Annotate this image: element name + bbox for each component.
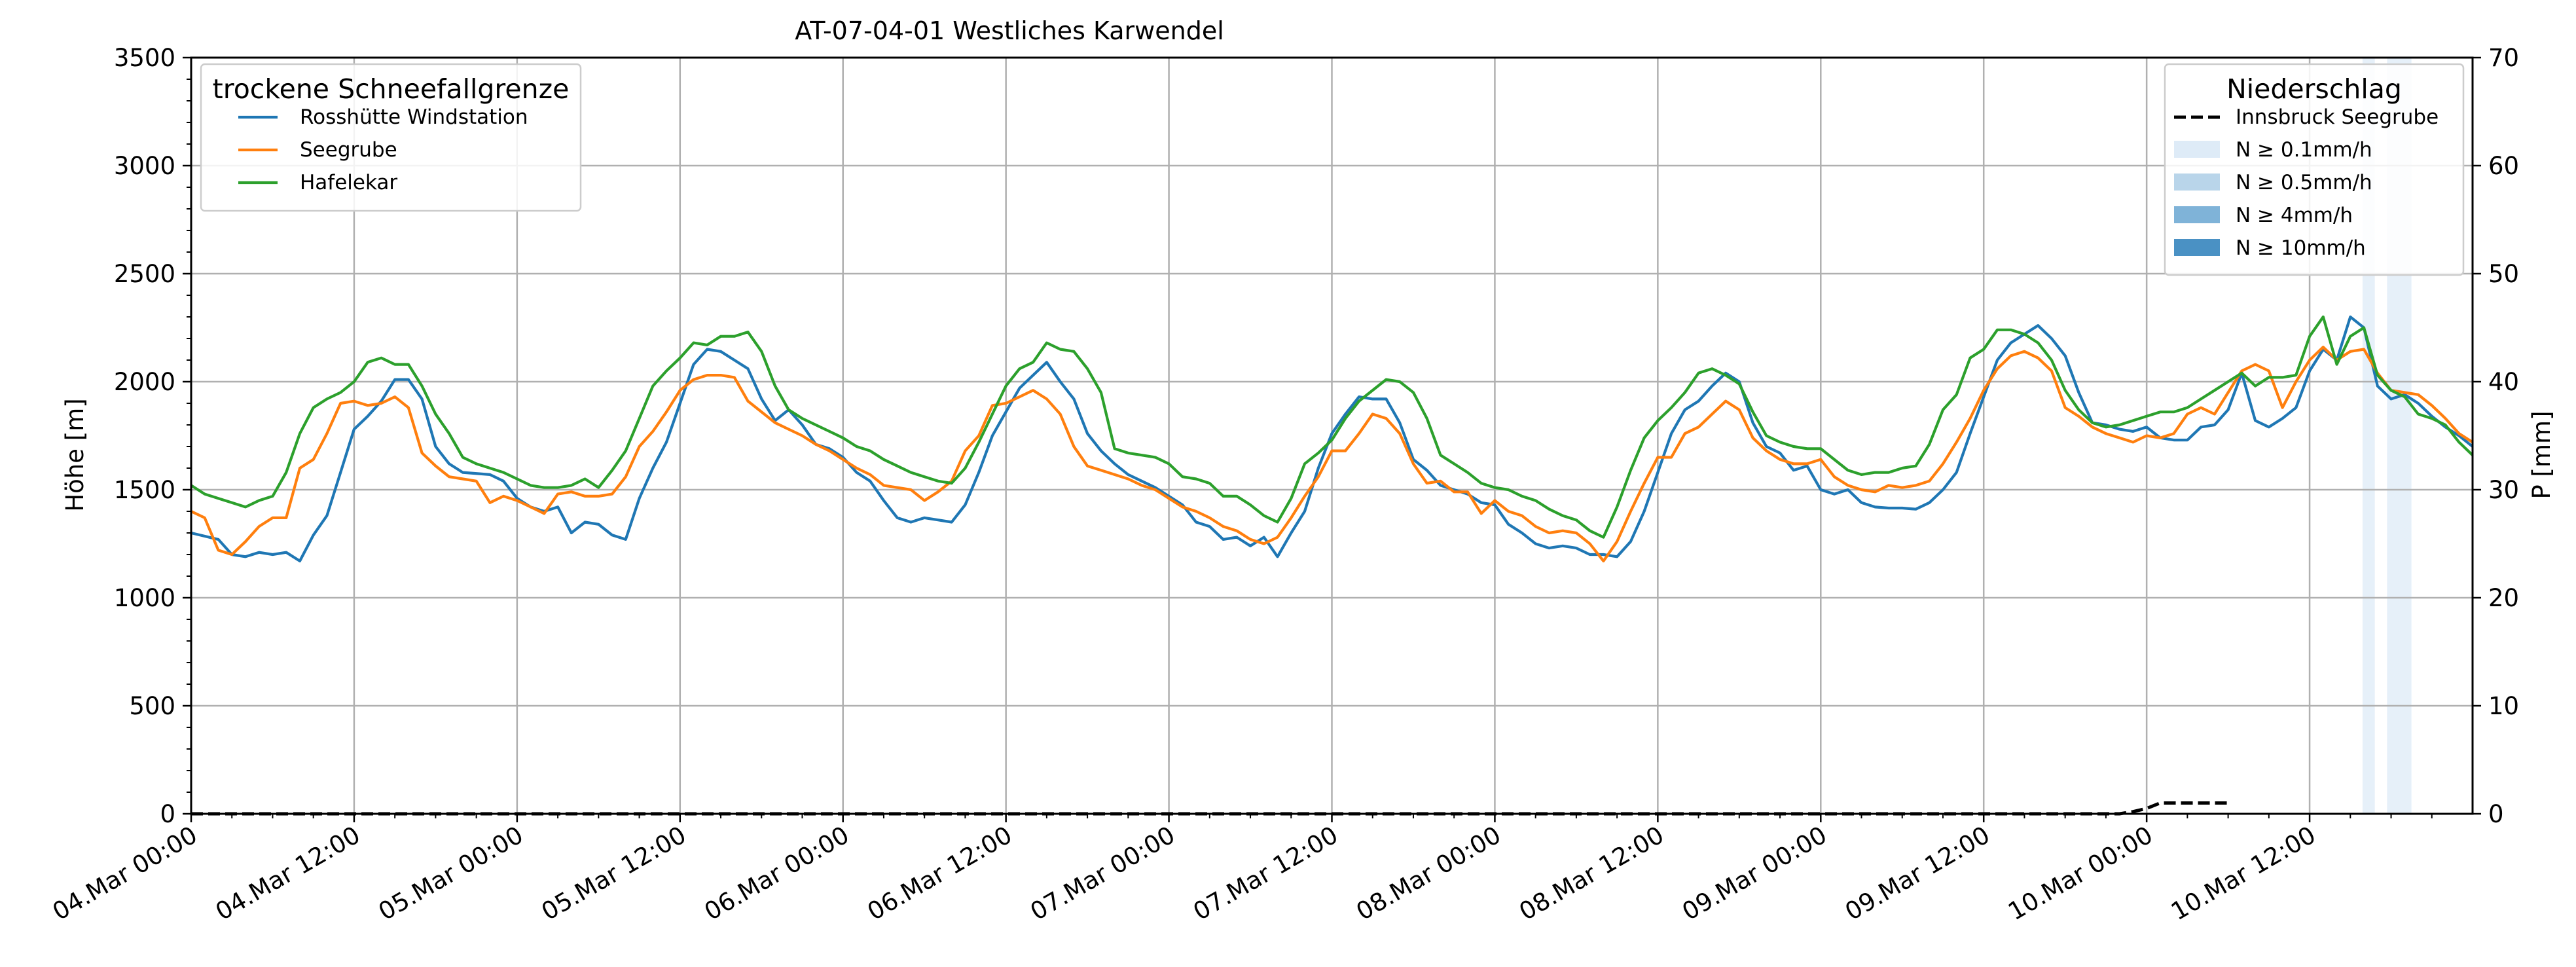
legend2-label-n4: N ≥ 4mm/h: [2236, 204, 2353, 227]
legend2-label-n01: N ≥ 0.1mm/h: [2236, 138, 2372, 162]
y-tick-label-2: 1000: [114, 584, 175, 612]
legend1-title: trockene Schneefallgrenze: [213, 73, 570, 105]
legend2-label-innsbruck-seegrube: Innsbruck Seegrube: [2236, 105, 2439, 129]
y-axis-label: Höhe [m]: [61, 398, 89, 511]
legend2-box: [2164, 63, 2465, 276]
y-tick-label-0: 0: [160, 800, 175, 828]
y-tick-label-3: 1500: [114, 476, 175, 504]
y2-tick-label-0: 0: [2488, 800, 2504, 828]
legend2-title: Niederschlag: [2226, 73, 2402, 105]
legend2-label-n10: N ≥ 10mm/h: [2236, 236, 2366, 260]
y-tick-label-5: 2500: [114, 260, 175, 288]
y2-tick-label-7: 70: [2488, 44, 2519, 72]
y-tick-label-7: 3500: [114, 44, 175, 72]
y-tick-label-6: 3000: [114, 152, 175, 180]
y2-tick-label-4: 40: [2488, 368, 2519, 396]
y2-tick-label-6: 60: [2488, 152, 2519, 180]
y2-tick-label-3: 30: [2488, 476, 2519, 504]
y-tick-label-4: 2000: [114, 368, 175, 396]
legend1-label-seegrube: Seegrube: [300, 138, 397, 162]
y2-tick-label-1: 10: [2488, 692, 2519, 720]
legend2-swatch-n10: [2174, 239, 2220, 256]
y2-tick-label-2: 20: [2488, 584, 2519, 612]
y2-axis-label: P [mm]: [2528, 411, 2556, 499]
legend1-label-rosshuette: Rosshütte Windstation: [300, 105, 528, 129]
legend1-label-hafelekar: Hafelekar: [300, 171, 397, 194]
legend1-box: [200, 63, 582, 212]
legend2-swatch-n05: [2174, 173, 2220, 191]
y2-tick-label-5: 50: [2488, 260, 2519, 288]
legend2-swatch-n4: [2174, 206, 2220, 223]
chart-title: AT-07-04-01 Westliches Karwendel: [795, 16, 1224, 45]
legend2-swatch-n01: [2174, 141, 2220, 158]
series-line-seegrube: [190, 346, 2474, 562]
series-line-hafelekar: [190, 315, 2474, 539]
y-tick-label-1: 500: [129, 692, 175, 720]
legend2-label-n05: N ≥ 0.5mm/h: [2236, 171, 2372, 194]
